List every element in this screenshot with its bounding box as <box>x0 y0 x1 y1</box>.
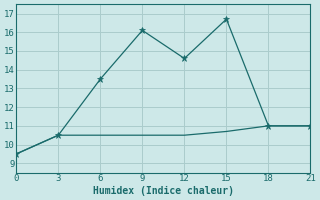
X-axis label: Humidex (Indice chaleur): Humidex (Indice chaleur) <box>93 186 234 196</box>
